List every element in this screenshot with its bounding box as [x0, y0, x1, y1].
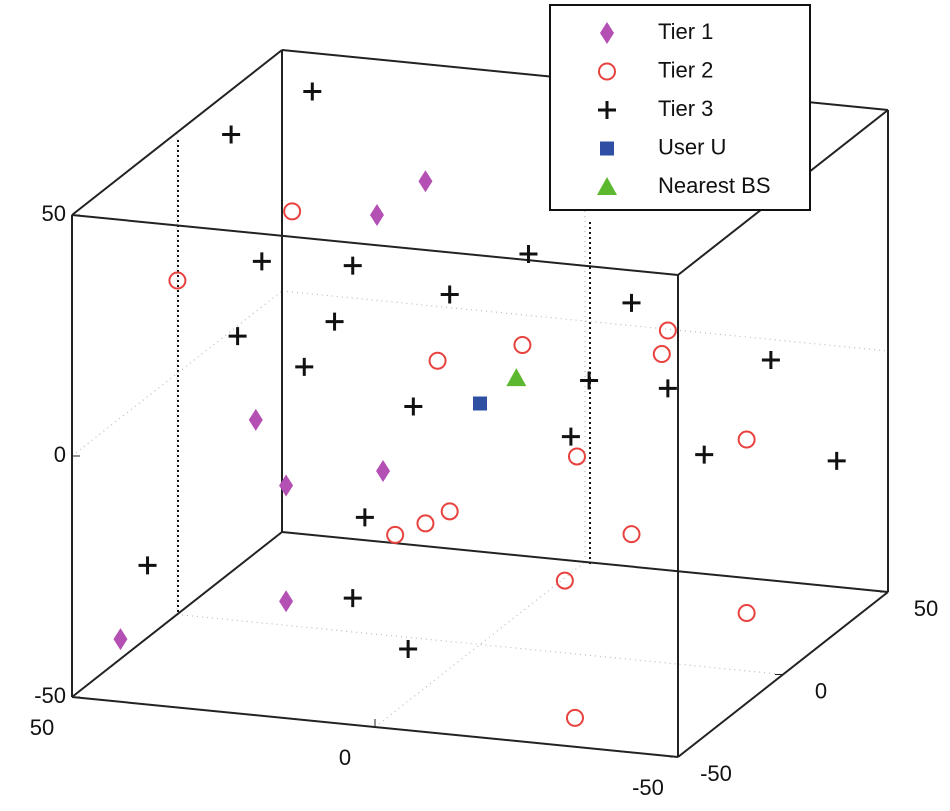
marker-plus — [404, 397, 423, 416]
marker-plus — [761, 351, 780, 369]
marker-diamond — [279, 474, 294, 497]
marker-plus — [228, 327, 247, 346]
marker-diamond — [418, 170, 433, 193]
marker-circle — [416, 514, 435, 533]
marker-circle — [168, 271, 187, 290]
legend-label: Tier 1 — [658, 19, 713, 44]
marker-circle — [652, 345, 671, 364]
x-tick-label: -50 — [632, 775, 664, 800]
marker-plus — [343, 589, 362, 608]
marker-circle — [283, 202, 302, 221]
marker-diamond — [600, 22, 614, 44]
marker-diamond — [369, 203, 384, 226]
marker-circle — [513, 336, 532, 355]
marker-plus — [355, 508, 374, 527]
marker-circle — [386, 525, 405, 544]
marker-circle — [737, 604, 756, 623]
legend-label: User U — [658, 134, 726, 159]
box-edge — [71, 696, 679, 758]
marker-plus — [695, 445, 714, 464]
x-tick-label: 50 — [30, 715, 54, 740]
marker-plus — [598, 101, 616, 119]
marker-plus — [827, 451, 846, 470]
marker-circle — [737, 430, 756, 449]
marker-circle — [565, 708, 584, 727]
marker-plus — [295, 357, 314, 376]
marker-plus — [303, 82, 322, 101]
legend-box — [549, 4, 811, 211]
y-tick-label: 50 — [914, 596, 938, 621]
marker-plus — [440, 285, 459, 304]
marker-triangle — [506, 368, 527, 387]
marker-circle — [440, 502, 459, 521]
legend-label: Nearest BS — [658, 173, 771, 198]
marker-square — [600, 141, 614, 156]
marker-square — [473, 396, 487, 411]
marker-plus — [399, 640, 418, 659]
marker-diamond — [248, 408, 263, 431]
marker-plus — [580, 371, 599, 390]
marker-plus — [222, 125, 241, 144]
box-edge — [71, 49, 283, 216]
legend-label: Tier 2 — [658, 57, 713, 82]
marker-plus — [252, 252, 271, 271]
marker-circle — [555, 571, 574, 590]
z-tick-label: 0 — [54, 442, 66, 467]
marker-plus — [622, 293, 641, 312]
marker-circle — [428, 351, 447, 370]
marker-circle — [658, 321, 677, 340]
grid-line — [176, 613, 784, 676]
x-tick-label: 0 — [339, 745, 351, 770]
legend-label: Tier 3 — [658, 96, 713, 121]
box-edge — [677, 591, 889, 758]
marker-plus — [138, 556, 157, 575]
marker-plus — [519, 245, 538, 264]
marker-plus — [343, 256, 362, 275]
y-tick-label: 0 — [815, 678, 827, 703]
marker-circle — [598, 62, 616, 81]
marker-diamond — [376, 460, 391, 483]
z-tick-label: 50 — [42, 201, 66, 226]
marker-diamond — [113, 628, 128, 651]
box-edge — [281, 531, 889, 593]
marker-diamond — [279, 590, 294, 613]
box-edge — [71, 214, 679, 276]
grid-line — [374, 561, 586, 728]
box-edge — [71, 531, 283, 698]
marker-plus — [325, 312, 344, 331]
marker-circle — [567, 447, 586, 466]
marker-plus — [658, 379, 677, 398]
z-tick-label: -50 — [34, 683, 66, 708]
marker-triangle — [597, 177, 617, 195]
marker-plus — [561, 427, 580, 446]
y-tick-label: -50 — [700, 761, 732, 786]
marker-circle — [622, 525, 641, 544]
